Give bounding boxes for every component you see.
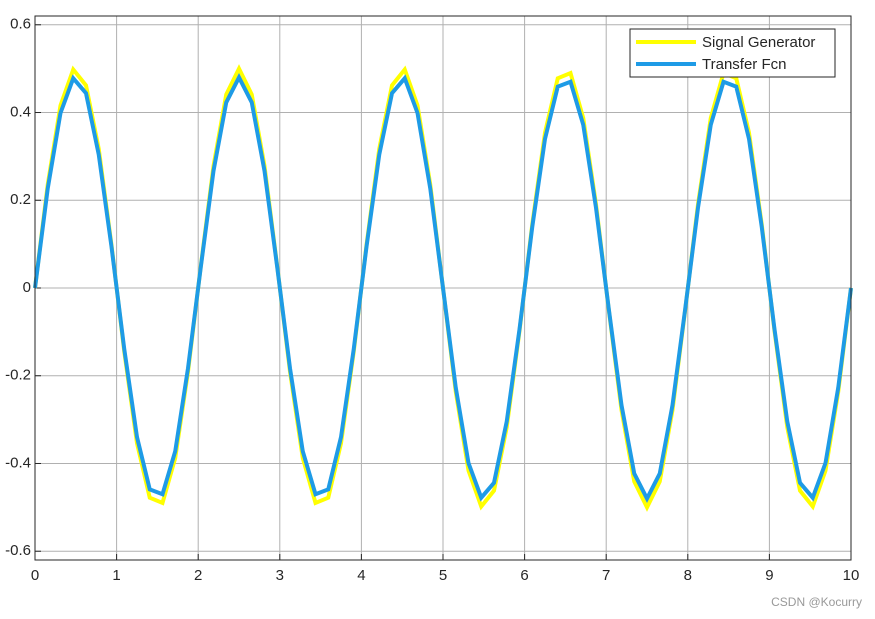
legend-label: Transfer Fcn	[702, 56, 786, 73]
y-tick-label: 0.2	[10, 191, 31, 208]
x-tick-label: 7	[602, 567, 610, 584]
legend-box	[629, 28, 836, 78]
y-tick-label: -0.6	[5, 542, 31, 559]
legend-label: Signal Generator	[702, 34, 815, 51]
x-tick-label: 3	[276, 567, 284, 584]
y-tick-label: 0.4	[10, 103, 31, 120]
y-tick-label: -0.4	[5, 454, 31, 471]
watermark: CSDN @Kocurry	[771, 595, 862, 609]
x-tick-label: 8	[684, 567, 692, 584]
x-tick-label: 4	[357, 567, 365, 584]
x-tick-label: 9	[765, 567, 773, 584]
y-tick-label: 0	[23, 279, 31, 296]
plot-frame	[34, 15, 852, 561]
series-line	[33, 73, 853, 503]
x-tick-label: 0	[31, 567, 39, 584]
x-tick-label: 1	[112, 567, 120, 584]
x-tick-label: 2	[194, 567, 202, 584]
y-tick-label: 0.6	[10, 16, 31, 33]
x-tick-label: 6	[520, 567, 528, 584]
x-tick-label: 10	[843, 567, 860, 584]
y-tick-label: -0.2	[5, 367, 31, 384]
x-tick-label: 5	[439, 567, 447, 584]
